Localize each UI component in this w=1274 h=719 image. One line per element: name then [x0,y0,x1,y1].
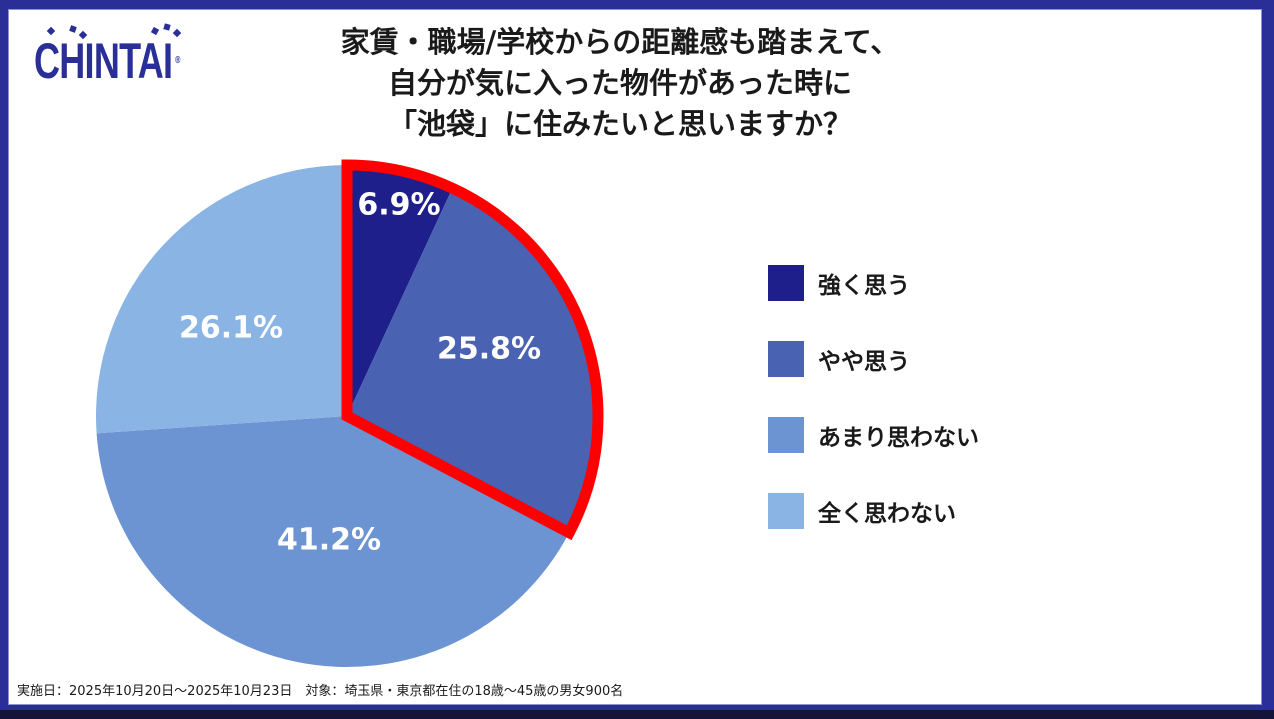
bottom-strip [0,710,1274,719]
highlight-outline [341,159,604,541]
legend-label: 全く思わない [818,501,956,527]
legend-swatch [768,341,804,377]
title-line-1: 家賃・職場/学校からの距離感も踏まえて、 [340,25,900,59]
legend: 強く思う やや思う あまり思わない 全く思わない [768,265,979,569]
chintai-logo: CHINTAI ® [34,33,181,89]
title-line-2: 自分が気に入った物件があった時に [387,66,852,100]
legend-swatch [768,265,804,301]
pie-slices [95,165,598,667]
legend-item-strongly-agree: 強く思う [768,265,979,301]
pie-slice [347,165,453,416]
legend-swatch [768,417,804,453]
logo-text: CHINTAI [34,33,173,89]
pie-slice [95,165,347,434]
slice-label-strongly-disagree: 26.1% [178,310,284,346]
slice-label-somewhat-disagree: 41.2% [276,522,382,558]
legend-label: 強く思う [818,273,910,299]
title-line-3: 「池袋」に住みたいと思いますか？ [387,107,852,141]
legend-swatch [768,493,804,529]
legend-label: やや思う [818,349,910,375]
legend-item-somewhat-disagree: あまり思わない [768,417,979,453]
legend-item-somewhat-agree: やや思う [768,341,979,377]
survey-footnote: 実施日：2025年10月20日～2025年10月23日 対象：埼玉県・東京都在住… [17,684,624,699]
chart-title: 家賃・職場/学校からの距離感も踏まえて、 自分が気に入った物件があった時に 「池… [260,22,980,145]
logo-dots-icon [46,23,182,40]
slice-label-somewhat-agree: 25.8% [436,331,542,367]
legend-item-strongly-disagree: 全く思わない [768,493,979,529]
slice-label-strongly-agree: 6.9% [357,187,441,223]
legend-label: あまり思わない [818,425,979,451]
registered-mark: ® [175,55,180,66]
pie-slice [96,416,570,667]
